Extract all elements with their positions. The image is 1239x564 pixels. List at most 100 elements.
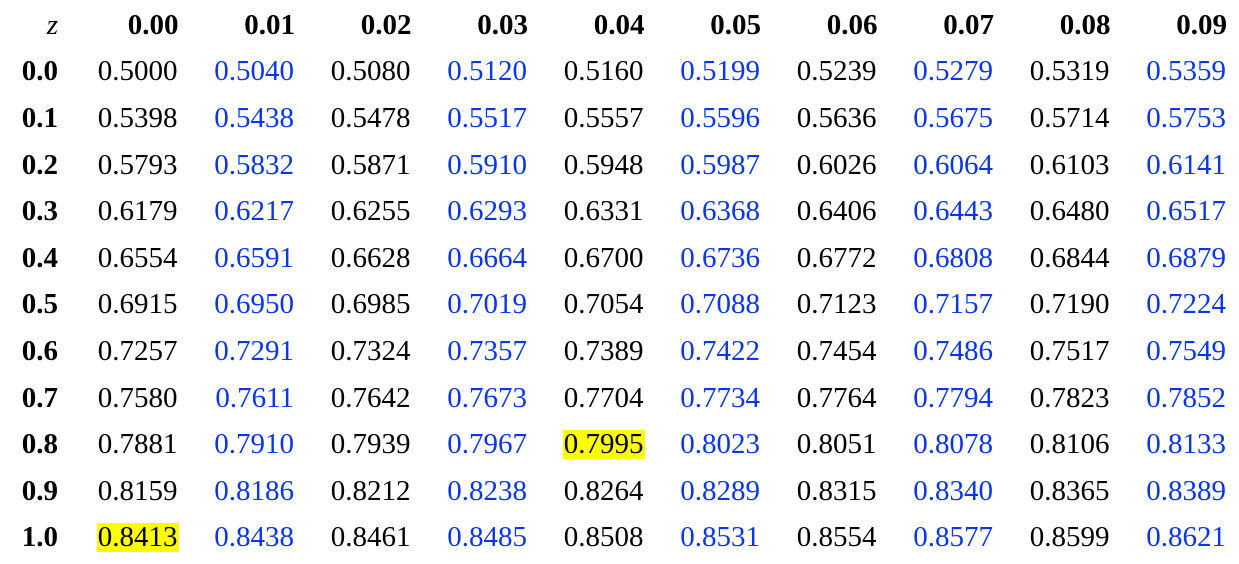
table-cell: 0.8508 <box>528 515 645 562</box>
table-cell: 0.8461 <box>295 515 412 562</box>
cell-value: 0.6844 <box>1029 241 1110 274</box>
table-cell: 0.7088 <box>645 282 762 329</box>
table-row: 0.8 0.7881 0.7910 0.7939 0.7967 0.7995 0.8023 0… <box>8 421 1227 468</box>
cell-value: 0.5080 <box>330 55 411 88</box>
table-cell: 0.7324 <box>295 328 412 375</box>
cell-value: 0.5832 <box>214 148 294 181</box>
cell-value: 0.7088 <box>680 288 760 321</box>
cell-value: 0.6700 <box>563 241 644 274</box>
column-header: 0.01 <box>244 8 295 41</box>
table-row: 0.5 0.6915 0.6950 0.6985 0.7019 0.7054 0.7088 0… <box>8 282 1227 329</box>
cell-value: 0.7823 <box>1029 381 1110 414</box>
table-cell: 0.8554 <box>761 515 878 562</box>
table-cell: 0.5987 <box>645 142 762 189</box>
table-cell: 0.7454 <box>761 328 878 375</box>
table-cell: 0.5359 <box>1111 49 1228 96</box>
cell-value: 0.7734 <box>680 381 760 414</box>
row-header-z: 0.5 <box>21 288 58 321</box>
column-header: 0.05 <box>710 8 761 41</box>
cell-value: 0.7611 <box>215 381 294 414</box>
cell-value: 0.6480 <box>1029 195 1110 228</box>
cell-value: 0.6736 <box>680 241 760 274</box>
table-cell: 0.8186 <box>179 468 296 515</box>
highlighted-value: 0.8413 <box>96 521 179 554</box>
z-table-body: 0.0 0.5000 0.5040 0.5080 0.5120 0.5160 0.5199 0… <box>8 49 1227 562</box>
cell-value: 0.8078 <box>913 428 993 461</box>
table-cell: 0.5239 <box>761 49 878 96</box>
column-header: 0.04 <box>593 8 645 41</box>
table-row: 0.1 0.5398 0.5438 0.5478 0.5517 0.5557 0.5596 0… <box>8 95 1227 142</box>
table-cell: 0.8365 <box>994 468 1111 515</box>
cell-value: 0.7157 <box>913 288 993 321</box>
cell-value: 0.8438 <box>214 521 294 554</box>
cell-value: 0.7549 <box>1146 334 1226 367</box>
table-cell: 0.6406 <box>761 188 878 235</box>
cell-value: 0.6331 <box>563 195 644 228</box>
cell-value: 0.5319 <box>1029 55 1110 88</box>
table-cell: 0.6736 <box>645 235 762 282</box>
header-row: z 0.00 0.01 0.02 0.03 0.04 0.05 0.06 0.07 0.08 0.… <box>8 2 1227 49</box>
cell-value: 0.5714 <box>1029 101 1110 134</box>
cell-value: 0.6368 <box>680 195 760 228</box>
table-cell: 0.7881 <box>62 421 179 468</box>
table-cell: 0.7422 <box>645 328 762 375</box>
cell-value: 0.7291 <box>214 334 294 367</box>
table-cell: 0.7580 <box>62 375 179 422</box>
cell-value: 0.6591 <box>214 241 294 274</box>
cell-value: 0.8159 <box>97 474 178 507</box>
cell-value: 0.8508 <box>563 521 644 554</box>
table-cell: 0.8577 <box>878 515 995 562</box>
cell-value: 0.6517 <box>1146 195 1226 228</box>
column-header: 0.03 <box>477 8 528 41</box>
cell-value: 0.8051 <box>796 428 877 461</box>
table-cell: 0.8133 <box>1111 421 1228 468</box>
table-cell: 0.7939 <box>295 421 412 468</box>
table-cell: 0.5438 <box>179 95 296 142</box>
cell-value: 0.6985 <box>330 288 411 321</box>
cell-value: 0.6772 <box>796 241 877 274</box>
cell-value: 0.5478 <box>330 101 411 134</box>
table-cell: 0.6368 <box>645 188 762 235</box>
cell-value: 0.7852 <box>1146 381 1226 414</box>
table-cell: 0.7823 <box>994 375 1111 422</box>
column-header: 0.06 <box>826 8 878 41</box>
cell-value: 0.7123 <box>796 288 877 321</box>
table-cell: 0.6808 <box>878 235 995 282</box>
row-header-z: 0.6 <box>21 334 58 367</box>
table-cell: 0.5714 <box>994 95 1111 142</box>
cell-value: 0.8212 <box>330 474 411 507</box>
table-cell: 0.6026 <box>761 142 878 189</box>
cell-value: 0.5000 <box>97 55 178 88</box>
table-cell: 0.7389 <box>528 328 645 375</box>
cell-value: 0.6808 <box>913 241 993 274</box>
table-cell: 0.6255 <box>295 188 412 235</box>
z-table: z 0.00 0.01 0.02 0.03 0.04 0.05 0.06 0.07 0.08 0.… <box>8 2 1227 561</box>
table-cell: 0.8389 <box>1111 468 1228 515</box>
cell-value: 0.6293 <box>447 195 527 228</box>
table-cell: 0.5120 <box>412 49 529 96</box>
table-cell: 0.5871 <box>295 142 412 189</box>
table-cell: 0.7734 <box>645 375 762 422</box>
table-cell: 0.5040 <box>179 49 296 96</box>
corner-label-z: z <box>46 8 58 41</box>
cell-value: 0.8238 <box>447 474 527 507</box>
table-cell: 0.7190 <box>994 282 1111 329</box>
table-cell: 0.8438 <box>179 515 296 562</box>
table-cell: 0.5557 <box>528 95 645 142</box>
table-cell: 0.6179 <box>62 188 179 235</box>
table-cell: 0.5832 <box>179 142 296 189</box>
table-cell: 0.5948 <box>528 142 645 189</box>
cell-value: 0.8289 <box>680 474 760 507</box>
cell-value: 0.5160 <box>563 55 644 88</box>
table-cell: 0.8051 <box>761 421 878 468</box>
cell-value: 0.6915 <box>97 288 178 321</box>
column-header: 0.07 <box>943 8 994 41</box>
cell-value: 0.7673 <box>447 381 527 414</box>
cell-value: 0.5871 <box>330 148 411 181</box>
table-cell: 0.5793 <box>62 142 179 189</box>
table-cell: 0.6331 <box>528 188 645 235</box>
table-cell: 0.8531 <box>645 515 762 562</box>
table-cell: 0.7123 <box>761 282 878 329</box>
table-cell: 0.5675 <box>878 95 995 142</box>
table-cell: 0.7794 <box>878 375 995 422</box>
